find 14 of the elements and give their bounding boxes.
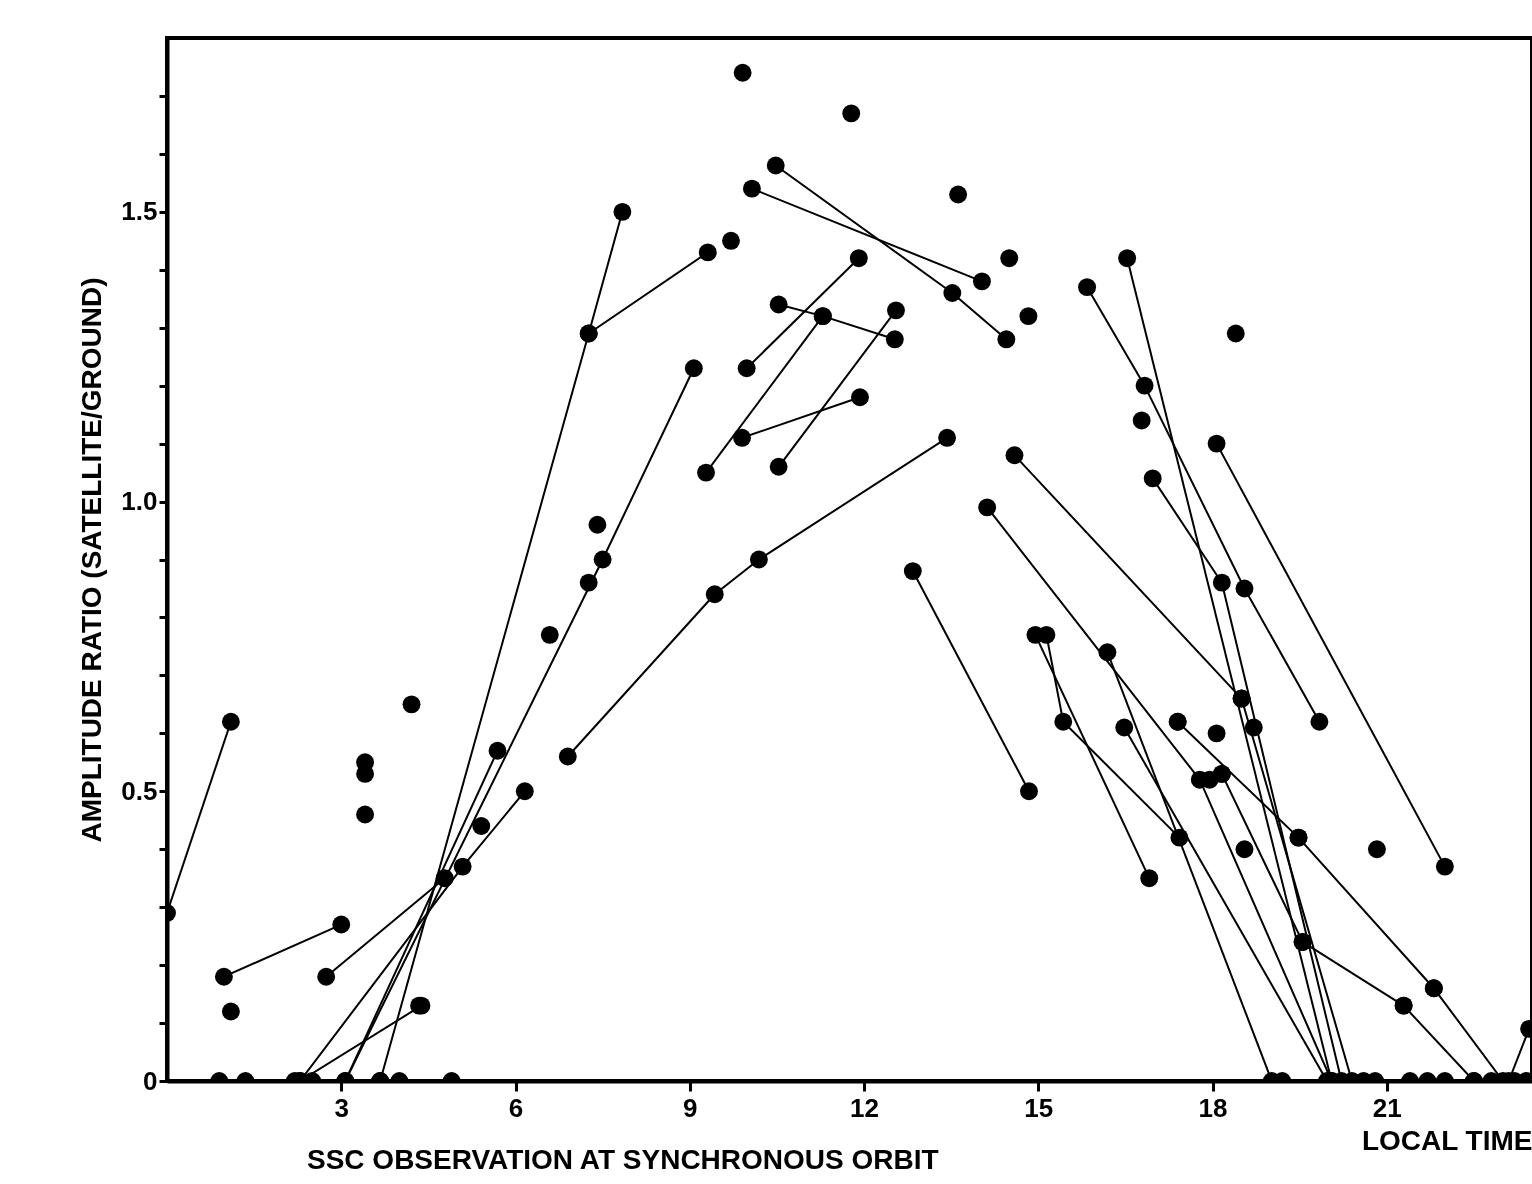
x-tick-label: 9 — [683, 1092, 698, 1123]
x-tick-label: 3 — [334, 1092, 349, 1123]
text: SSC OBSERVATION AT SYNCHRONOUS ORBIT — [307, 1144, 939, 1175]
y-tick-label: 1.0 — [121, 486, 158, 517]
x-tick-label: 21 — [1372, 1092, 1402, 1123]
y-tick-label: 0 — [143, 1065, 158, 1096]
y-tick-label: 1.5 — [121, 196, 158, 227]
y-axis-title: AMPLITUDE RATIO (SATELLITE/GROUND) — [76, 277, 108, 843]
x-tick-label: 12 — [850, 1092, 879, 1123]
x-tick-label: 6 — [508, 1092, 524, 1123]
x-axis-title: LOCAL TIME — [1361, 1124, 1532, 1156]
y-tick-label: 0.5 — [121, 775, 158, 806]
x-tick-label: 18 — [1198, 1092, 1228, 1123]
x-tick-label: 15 — [1024, 1092, 1054, 1123]
